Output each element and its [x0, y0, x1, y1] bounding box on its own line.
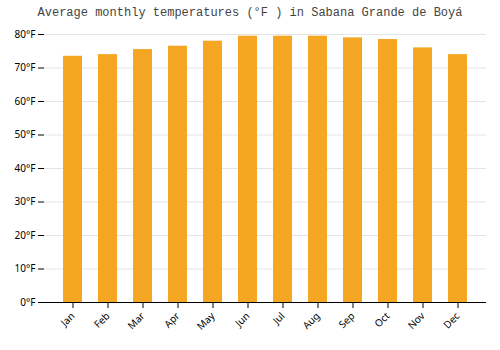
svg-text:Nov: Nov: [404, 308, 428, 332]
svg-text:0°F: 0°F: [20, 295, 35, 309]
svg-text:Jun: Jun: [231, 309, 252, 330]
svg-text:40°F: 40°F: [15, 161, 36, 175]
svg-text:Aug: Aug: [299, 309, 322, 332]
svg-text:70°F: 70°F: [15, 60, 36, 74]
svg-text:Mar: Mar: [124, 309, 147, 332]
svg-text:80°F: 80°F: [15, 27, 36, 41]
svg-text:30°F: 30°F: [15, 194, 36, 208]
svg-text:10°F: 10°F: [15, 261, 36, 275]
svg-text:Feb: Feb: [90, 309, 112, 331]
svg-text:Apr: Apr: [161, 309, 183, 331]
svg-text:Sep: Sep: [335, 309, 357, 331]
svg-text:Dec: Dec: [440, 309, 463, 332]
html-text:Average monthly temperatures (: Average monthly temperatures (°F ) in Sa…: [37, 6, 463, 20]
svg-text:Oct: Oct: [371, 309, 393, 331]
svg-text:60°F: 60°F: [15, 94, 36, 108]
svg-text:Jan: Jan: [57, 309, 78, 330]
svg-text:May: May: [193, 308, 218, 333]
svg-text:Jul: Jul: [269, 309, 288, 328]
svg-text:50°F: 50°F: [15, 127, 36, 141]
svg-text:20°F: 20°F: [15, 228, 36, 242]
